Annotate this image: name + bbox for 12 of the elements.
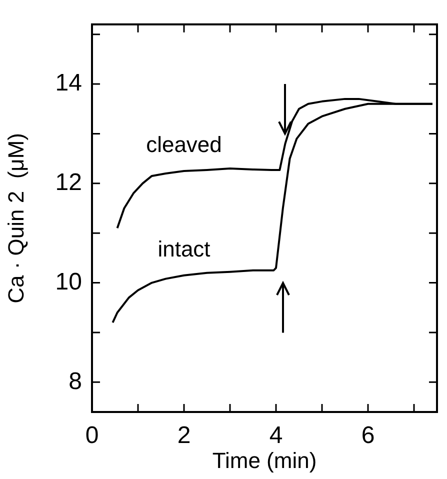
x-axis-title: Time (min) <box>212 448 317 473</box>
y-tick-label: 8 <box>68 368 82 395</box>
x-tick-label: 6 <box>361 422 375 450</box>
x-tick-label: 4 <box>269 422 283 450</box>
series-label: intact <box>158 236 210 262</box>
y-axis-title: Ca · Quin 2 (μM) <box>3 133 28 304</box>
x-tick-label: 0 <box>85 422 99 450</box>
y-tick-label: 14 <box>55 70 82 97</box>
y-tick-label: 12 <box>55 169 82 196</box>
y-tick-label: 10 <box>55 268 82 296</box>
x-tick-label: 2 <box>177 422 191 450</box>
series-label: cleaved <box>146 132 222 158</box>
